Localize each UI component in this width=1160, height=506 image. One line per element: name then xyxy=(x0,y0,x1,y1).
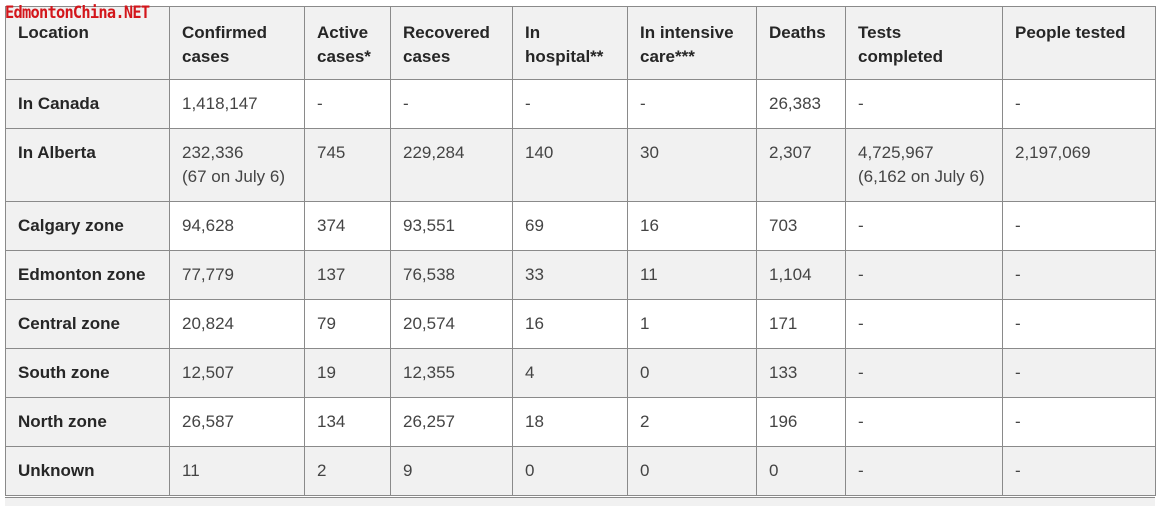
cell-active: 374 xyxy=(304,201,391,251)
cell-hospital: 18 xyxy=(512,397,628,447)
cell-confirmed: 232,336 (67 on July 6) xyxy=(169,128,305,202)
cell-location: South zone xyxy=(5,348,170,398)
cell-icu: 0 xyxy=(627,348,757,398)
header-active-cases: Active cases* xyxy=(304,6,391,80)
cell-deaths: 133 xyxy=(756,348,846,398)
cell-tests: - xyxy=(845,299,1003,349)
cell-confirmed: 1,418,147 xyxy=(169,79,305,129)
cell-icu: 0 xyxy=(627,446,757,496)
cell-active: 137 xyxy=(304,250,391,300)
cell-hospital: 4 xyxy=(512,348,628,398)
cell-active: 2 xyxy=(304,446,391,496)
cell-people: - xyxy=(1002,201,1156,251)
cell-confirmed: 94,628 xyxy=(169,201,305,251)
cell-tests: - xyxy=(845,397,1003,447)
cell-hospital: 0 xyxy=(512,446,628,496)
cell-hospital: 140 xyxy=(512,128,628,202)
covid-stats-table: Location Confirmed cases Active cases* Rec… xyxy=(5,6,1156,496)
cell-deaths: 171 xyxy=(756,299,846,349)
cell-hospital: - xyxy=(512,79,628,129)
cell-location: Central zone xyxy=(5,299,170,349)
table-footer xyxy=(5,497,1155,506)
table-row: Edmonton zone 77,779 137 76,538 33 11 1,104- - xyxy=(5,250,1156,300)
table-header-row: Location Confirmed cases Active cases* Rec… xyxy=(5,6,1156,80)
cell-location: In Alberta xyxy=(5,128,170,202)
header-location: Location xyxy=(5,6,170,80)
cell-people: 2,197,069 xyxy=(1002,128,1156,202)
cell-recovered: - xyxy=(390,79,513,129)
cell-recovered: 229,284 xyxy=(390,128,513,202)
cell-tests: - xyxy=(845,446,1003,496)
header-recovered-cases: Recovered cases xyxy=(390,6,513,80)
cell-location: North zone xyxy=(5,397,170,447)
table-row: South zone 12,507 19 12,355 4 0 133- - xyxy=(5,348,1156,398)
header-people-tested: People tested xyxy=(1002,6,1156,80)
cell-confirmed: 77,779 xyxy=(169,250,305,300)
table-row: Central zone 20,824 79 20,574 16 1 171- - xyxy=(5,299,1156,349)
cell-deaths: 703 xyxy=(756,201,846,251)
cell-location: Edmonton zone xyxy=(5,250,170,300)
cell-hospital: 16 xyxy=(512,299,628,349)
cell-people: - xyxy=(1002,446,1156,496)
table-row: In Canada 1,418,147- - - -26,383- - xyxy=(5,79,1156,129)
cell-deaths: 2,307 xyxy=(756,128,846,202)
cell-icu: 30 xyxy=(627,128,757,202)
cell-tests: - xyxy=(845,348,1003,398)
cell-deaths: 196 xyxy=(756,397,846,447)
cell-location: Unknown xyxy=(5,446,170,496)
cell-icu: 1 xyxy=(627,299,757,349)
cell-people: - xyxy=(1002,348,1156,398)
cell-icu: 16 xyxy=(627,201,757,251)
cell-active: 745 xyxy=(304,128,391,202)
cell-confirmed: 20,824 xyxy=(169,299,305,349)
cell-recovered: 76,538 xyxy=(390,250,513,300)
cell-active: 79 xyxy=(304,299,391,349)
table-row: In Alberta 232,336 (67 on July 6) 745 229,28… xyxy=(5,128,1156,202)
cell-tests: - xyxy=(845,201,1003,251)
cell-people: - xyxy=(1002,250,1156,300)
cell-tests: - xyxy=(845,79,1003,129)
cell-icu: 2 xyxy=(627,397,757,447)
cell-hospital: 33 xyxy=(512,250,628,300)
cell-active: 134 xyxy=(304,397,391,447)
cell-tests: 4,725,967 (6,162 on July 6) xyxy=(845,128,1003,202)
header-intensive-care: In intensive care*** xyxy=(627,6,757,80)
cell-people: - xyxy=(1002,79,1156,129)
header-in-hospital: In hospital** xyxy=(512,6,628,80)
cell-hospital: 69 xyxy=(512,201,628,251)
cell-recovered: 9 xyxy=(390,446,513,496)
cell-confirmed: 26,587 xyxy=(169,397,305,447)
cell-deaths: 26,383 xyxy=(756,79,846,129)
cell-icu: - xyxy=(627,79,757,129)
header-deaths: Deaths xyxy=(756,6,846,80)
cell-people: - xyxy=(1002,397,1156,447)
cell-recovered: 20,574 xyxy=(390,299,513,349)
cell-location: In Canada xyxy=(5,79,170,129)
cell-active: 19 xyxy=(304,348,391,398)
table-row: Calgary zone 94,628 374 93,551 69 16 703- - xyxy=(5,201,1156,251)
cell-people: - xyxy=(1002,299,1156,349)
cell-location: Calgary zone xyxy=(5,201,170,251)
cell-confirmed: 11 xyxy=(169,446,305,496)
table-row: North zone 26,587 134 26,257 18 2 196- - xyxy=(5,397,1156,447)
cell-deaths: 0 xyxy=(756,446,846,496)
table-row: Unknown 11 2 9 0 0 0- - xyxy=(5,446,1156,496)
cell-note: (67 on July 6) xyxy=(182,167,285,186)
header-tests-completed: Tests completed xyxy=(845,6,1003,80)
cell-active: - xyxy=(304,79,391,129)
watermark-logo: EdmontonChina.NET xyxy=(5,3,150,23)
cell-icu: 11 xyxy=(627,250,757,300)
cell-tests: - xyxy=(845,250,1003,300)
cell-note: (6,162 on July 6) xyxy=(858,167,985,186)
cell-confirmed: 12,507 xyxy=(169,348,305,398)
cell-recovered: 93,551 xyxy=(390,201,513,251)
cell-deaths: 1,104 xyxy=(756,250,846,300)
cell-recovered: 12,355 xyxy=(390,348,513,398)
cell-recovered: 26,257 xyxy=(390,397,513,447)
header-confirmed-cases: Confirmed cases xyxy=(169,6,305,80)
